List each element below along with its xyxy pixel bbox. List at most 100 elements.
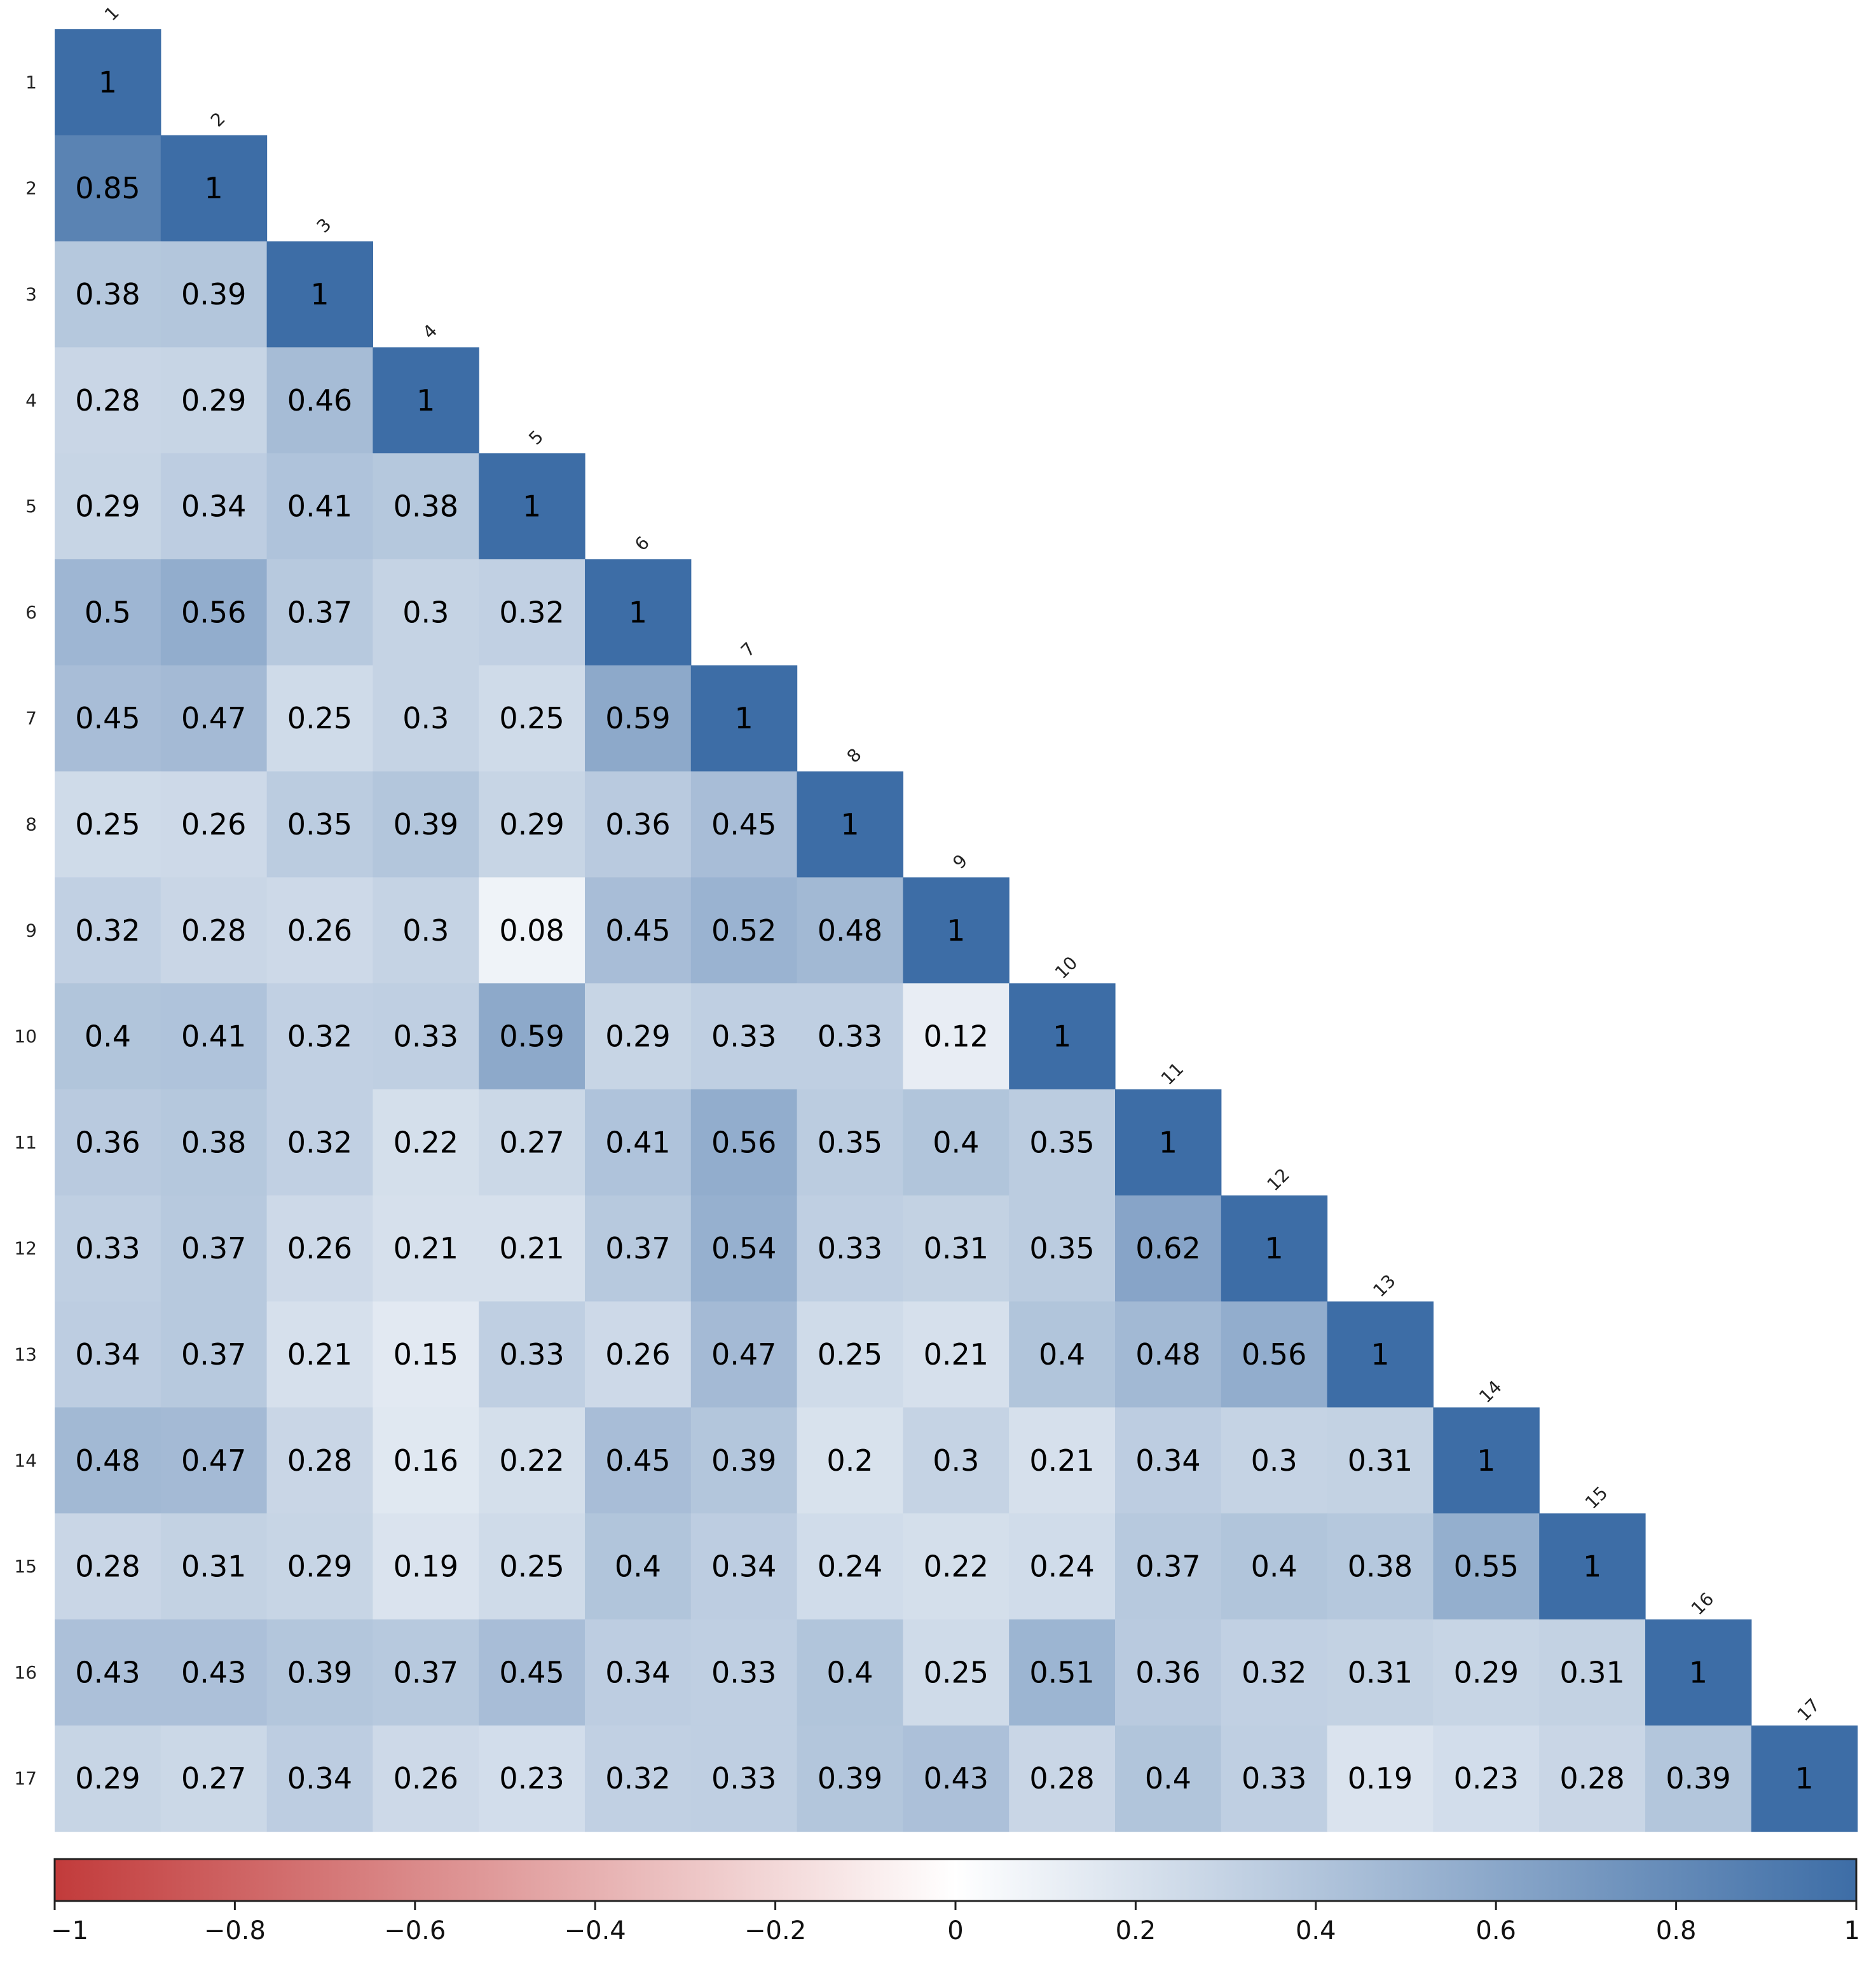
heatmap-cell bbox=[479, 1301, 585, 1408]
row-label: 14 bbox=[14, 1450, 37, 1471]
heatmap-cell bbox=[55, 983, 161, 1090]
cell-value-label: 0.24 bbox=[818, 1550, 882, 1584]
heatmap-cell bbox=[1115, 1513, 1222, 1620]
heatmap-cell bbox=[690, 1619, 798, 1726]
cell-value-label: 0.28 bbox=[1559, 1761, 1624, 1795]
heatmap-cell bbox=[160, 1089, 268, 1196]
column-label: 3 bbox=[313, 214, 336, 237]
cell-value-label: 0.45 bbox=[605, 1443, 670, 1478]
cell-value-label: 1 bbox=[947, 913, 965, 948]
cell-value-label: 0.24 bbox=[1029, 1550, 1094, 1584]
heatmap-cell bbox=[266, 559, 373, 666]
colorbar-tick-label: −1 bbox=[51, 1916, 88, 1945]
cell-value-label: 0.33 bbox=[818, 1231, 882, 1265]
heatmap-cell bbox=[160, 771, 268, 878]
cell-value-label: 0.3 bbox=[402, 701, 449, 735]
heatmap-cell bbox=[797, 1407, 903, 1514]
cell-value-label: 0.26 bbox=[181, 807, 246, 841]
cell-value-label: 0.32 bbox=[287, 1019, 352, 1054]
heatmap-cell bbox=[1009, 1725, 1116, 1832]
heatmap-cell bbox=[903, 1513, 1010, 1620]
heatmap-cell bbox=[479, 665, 585, 772]
heatmap-cell bbox=[160, 1619, 268, 1726]
heatmap-cell bbox=[1115, 1725, 1222, 1832]
heatmap-cell bbox=[690, 1301, 798, 1408]
cell-value-label: 0.27 bbox=[499, 1125, 564, 1159]
heatmap-cell bbox=[160, 347, 268, 454]
cell-value-label: 0.34 bbox=[1135, 1443, 1200, 1478]
heatmap-cell bbox=[479, 453, 585, 560]
heatmap-cell bbox=[373, 1513, 479, 1620]
colorbar-tick-label: 0.8 bbox=[1656, 1916, 1697, 1945]
colorbar-tick-label: 0.2 bbox=[1116, 1916, 1156, 1945]
heatmap-cell bbox=[160, 559, 268, 666]
heatmap-cell bbox=[160, 241, 268, 348]
row-label: 16 bbox=[14, 1662, 37, 1683]
heatmap-cell bbox=[266, 241, 373, 348]
cell-value-label: 0.27 bbox=[181, 1761, 246, 1795]
cell-value-label: 0.37 bbox=[181, 1337, 246, 1372]
heatmap-cell bbox=[160, 135, 268, 242]
cell-value-label: 0.26 bbox=[287, 913, 352, 948]
cell-value-label: 0.5 bbox=[85, 595, 131, 629]
heatmap-cell bbox=[1009, 1513, 1116, 1620]
cell-value-label: 0.29 bbox=[75, 1761, 140, 1795]
heatmap-cell bbox=[690, 1725, 798, 1832]
heatmap-cell bbox=[903, 1301, 1010, 1408]
cell-value-label: 0.31 bbox=[1559, 1655, 1624, 1689]
heatmap-cell bbox=[1221, 1301, 1328, 1408]
heatmap-cell bbox=[1327, 1513, 1434, 1620]
cell-value-label: 0.34 bbox=[605, 1655, 670, 1689]
cell-value-label: 1 bbox=[523, 489, 541, 524]
heatmap-cell bbox=[585, 1725, 692, 1832]
colorbar-tick-label: −0.6 bbox=[384, 1916, 446, 1945]
heatmap-cell bbox=[160, 1195, 268, 1302]
heatmap-cell bbox=[160, 453, 268, 560]
heatmap-cell bbox=[1433, 1513, 1540, 1620]
heatmap-cell bbox=[797, 1619, 903, 1726]
heatmap-cell bbox=[479, 1619, 585, 1726]
cell-value-label: 0.85 bbox=[75, 171, 140, 205]
heatmap-cell bbox=[479, 1407, 585, 1514]
heatmap-cells: 10.85 10.38 0.39 10.28 0.29 0.46 10.29 0.34 0.41… bbox=[55, 29, 1858, 1832]
colorbar-tick-label: −0.2 bbox=[744, 1916, 806, 1945]
cell-value-label: 0.33 bbox=[711, 1655, 776, 1689]
cell-value-label: 0.4 bbox=[1039, 1337, 1085, 1372]
heatmap-cell bbox=[585, 559, 692, 666]
cell-value-label: 0.4 bbox=[1145, 1761, 1191, 1795]
cell-value-label: 0.37 bbox=[394, 1655, 458, 1689]
column-label: 7 bbox=[737, 638, 760, 661]
cell-value-label: 0.59 bbox=[605, 701, 670, 735]
heatmap-cell bbox=[585, 665, 692, 772]
cell-value-label: 1 bbox=[1371, 1337, 1389, 1372]
heatmap-cell bbox=[1221, 1407, 1328, 1514]
cell-value-label: 0.39 bbox=[394, 807, 458, 841]
cell-value-label: 0.28 bbox=[75, 383, 140, 418]
heatmap-cell bbox=[55, 347, 161, 454]
heatmap-cell bbox=[373, 877, 479, 984]
cell-value-label: 0.46 bbox=[287, 383, 352, 418]
heatmap-cell bbox=[690, 1195, 798, 1302]
row-label: 6 bbox=[25, 602, 37, 623]
heatmap-cell bbox=[690, 665, 798, 772]
heatmap-cell bbox=[479, 877, 585, 984]
cell-value-label: 0.39 bbox=[1666, 1761, 1730, 1795]
heatmap-cell bbox=[266, 1301, 373, 1408]
cell-value-label: 0.34 bbox=[181, 489, 246, 524]
heatmap-cell bbox=[373, 665, 479, 772]
cell-value-label: 0.38 bbox=[1348, 1550, 1413, 1584]
cell-value-label: 0.33 bbox=[75, 1231, 140, 1265]
cell-value-label: 0.32 bbox=[75, 913, 140, 948]
row-label: 2 bbox=[25, 178, 37, 199]
cell-value-label: 0.25 bbox=[75, 807, 140, 841]
cell-value-label: 0.38 bbox=[181, 1125, 246, 1159]
column-label: 13 bbox=[1369, 1271, 1400, 1302]
cell-value-label: 0.45 bbox=[75, 701, 140, 735]
heatmap-cell bbox=[903, 1619, 1010, 1726]
heatmap-cell bbox=[55, 771, 161, 878]
cell-value-label: 0.23 bbox=[1454, 1761, 1519, 1795]
cell-value-label: 0.33 bbox=[711, 1019, 776, 1054]
column-label: 9 bbox=[948, 850, 971, 873]
heatmap-cell bbox=[266, 1619, 373, 1726]
